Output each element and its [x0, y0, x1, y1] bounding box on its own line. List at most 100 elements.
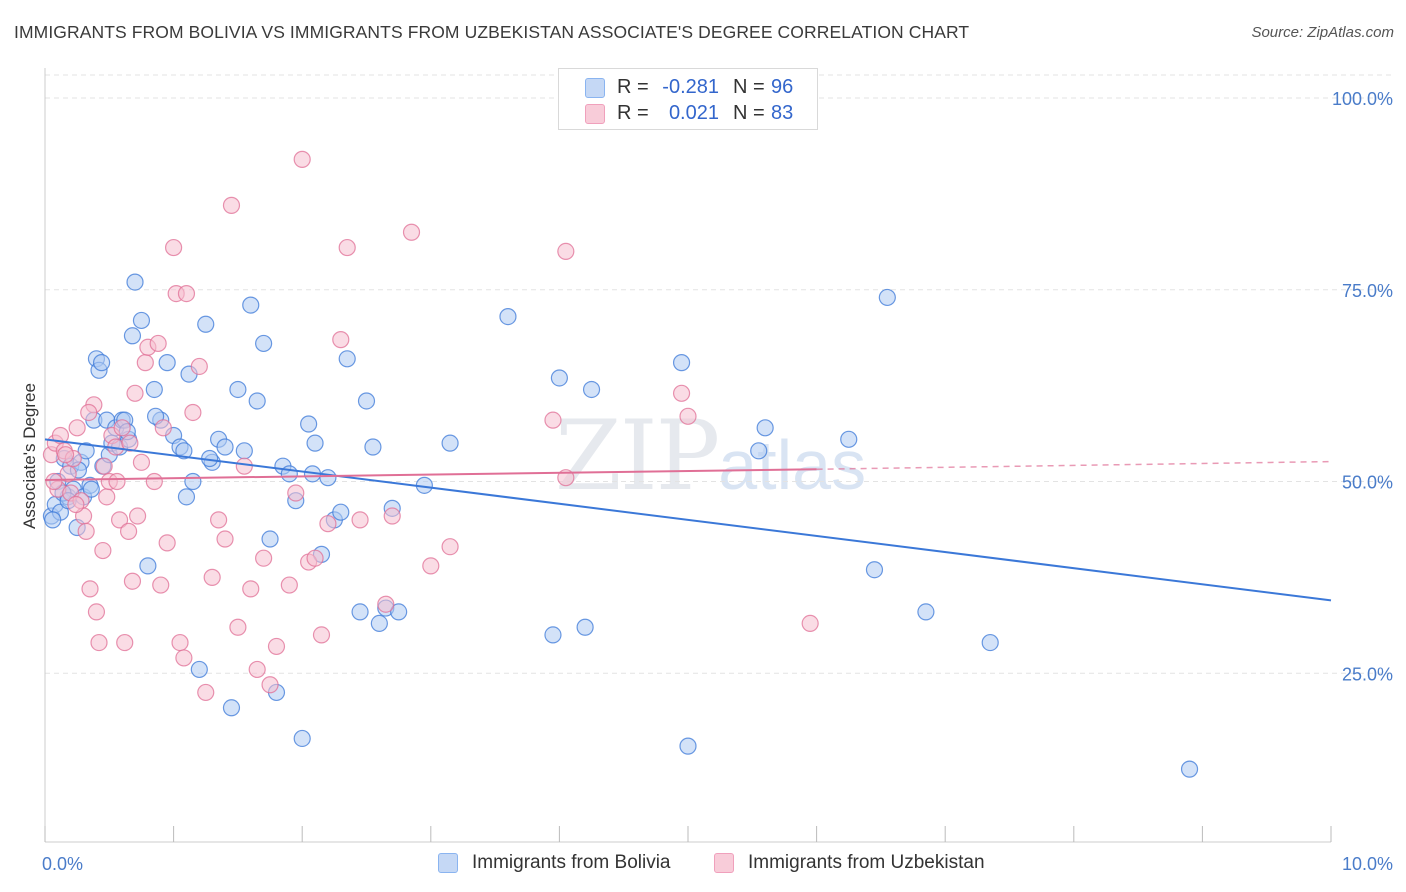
point-bolivia [242, 296, 260, 314]
point-uzbekistan [119, 522, 138, 540]
point-uzbekistan [197, 683, 215, 702]
legend-swatch-bolivia [585, 78, 605, 98]
point-uzbekistan [110, 511, 129, 529]
legend-series-name: Immigrants from Bolivia [472, 852, 671, 873]
point-bolivia [77, 442, 95, 460]
point-bolivia [293, 729, 311, 748]
point-bolivia [306, 434, 324, 452]
point-uzbekistan [319, 515, 337, 533]
point-bolivia [1180, 760, 1199, 778]
point-uzbekistan [229, 618, 247, 636]
trend-lines [44, 438, 1332, 602]
y-tick-label: 75.0% [1342, 281, 1393, 301]
point-bolivia [139, 557, 157, 575]
legend-series-name: Immigrants from Uzbekistan [748, 852, 985, 873]
point-uzbekistan [332, 331, 350, 349]
point-uzbekistan [203, 568, 221, 586]
point-bolivia [865, 561, 884, 579]
point-uzbekistan [287, 484, 305, 502]
chart-title: IMMIGRANTS FROM BOLIVIA VS IMMIGRANTS FR… [14, 22, 970, 42]
point-uzbekistan [158, 534, 176, 552]
point-bolivia [550, 369, 569, 387]
point-uzbekistan [121, 434, 139, 452]
legend-swatch-uzbekistan [714, 853, 734, 873]
point-bolivia [338, 350, 356, 368]
point-uzbekistan [81, 580, 99, 598]
point-uzbekistan [67, 495, 85, 514]
point-uzbekistan [312, 626, 331, 644]
point-uzbekistan [68, 419, 86, 437]
point-uzbekistan [123, 572, 142, 590]
point-uzbekistan [152, 576, 170, 594]
legend-r-value: 0.021 [668, 102, 719, 124]
point-uzbekistan [171, 633, 189, 652]
legend-r-value: -0.281 [662, 76, 719, 98]
point-uzbekistan [267, 637, 286, 656]
point-bolivia [351, 603, 369, 621]
point-uzbekistan [126, 384, 144, 402]
point-bolivia [300, 415, 318, 433]
point-uzbekistan [210, 511, 228, 529]
point-bolivia [235, 442, 253, 460]
point-uzbekistan [136, 354, 154, 372]
point-uzbekistan [222, 196, 241, 214]
point-uzbekistan [108, 472, 126, 491]
trend-line-extension [816, 460, 1332, 470]
point-bolivia [679, 737, 697, 755]
legend-n-value: 96 [771, 76, 794, 98]
point-bolivia [441, 434, 459, 452]
point-uzbekistan [338, 238, 356, 257]
point-uzbekistan [280, 576, 298, 594]
legend-n-label: N = [733, 76, 765, 98]
point-uzbekistan [94, 541, 112, 560]
point-uzbekistan [165, 238, 183, 257]
point-bolivia [126, 273, 144, 291]
correlation-legend: R = -0.281 N = 96 R = 0.021 N = 83 [558, 68, 818, 130]
point-uzbekistan [77, 522, 95, 540]
point-bolivia [319, 469, 337, 487]
y-tick-label: 50.0% [1342, 473, 1393, 493]
point-uzbekistan [242, 580, 260, 598]
legend-swatch-uzbekistan [585, 104, 605, 124]
point-uzbekistan [293, 150, 311, 168]
y-tick-label: 25.0% [1342, 664, 1393, 684]
point-uzbekistan [255, 549, 273, 567]
point-uzbekistan [113, 419, 131, 437]
point-uzbekistan [154, 419, 172, 437]
trend-line-bolivia [44, 438, 1332, 602]
point-uzbekistan [56, 446, 75, 464]
point-uzbekistan [377, 595, 395, 613]
point-bolivia [216, 438, 234, 456]
point-uzbekistan [45, 472, 63, 491]
x-tick-label: 0.0% [42, 854, 83, 874]
point-uzbekistan [402, 223, 421, 241]
point-bolivia [175, 442, 193, 460]
point-uzbekistan [184, 403, 202, 422]
point-bolivia [177, 488, 196, 506]
point-bolivia [82, 480, 100, 498]
y-tick-label: 100.0% [1332, 89, 1393, 109]
source-label: Source: ZipAtlas.com [1251, 24, 1394, 41]
point-bolivia [840, 430, 858, 448]
point-uzbekistan [116, 633, 134, 652]
point-bolivia [158, 354, 176, 372]
point-bolivia [132, 311, 151, 330]
point-uzbekistan [59, 465, 77, 483]
point-uzbekistan [557, 242, 575, 261]
point-bolivia [370, 614, 388, 633]
point-uzbekistan [80, 403, 98, 422]
point-uzbekistan [190, 357, 208, 376]
point-bolivia [222, 699, 241, 717]
point-uzbekistan [149, 334, 167, 353]
point-uzbekistan [306, 549, 324, 567]
point-bolivia [390, 603, 408, 621]
point-bolivia [756, 419, 774, 437]
point-uzbekistan [145, 472, 163, 491]
point-uzbekistan [87, 603, 106, 621]
point-uzbekistan [261, 676, 279, 694]
point-bolivia [229, 380, 247, 399]
point-bolivia [878, 288, 896, 307]
point-uzbekistan [672, 384, 691, 402]
point-bolivia [44, 511, 62, 529]
